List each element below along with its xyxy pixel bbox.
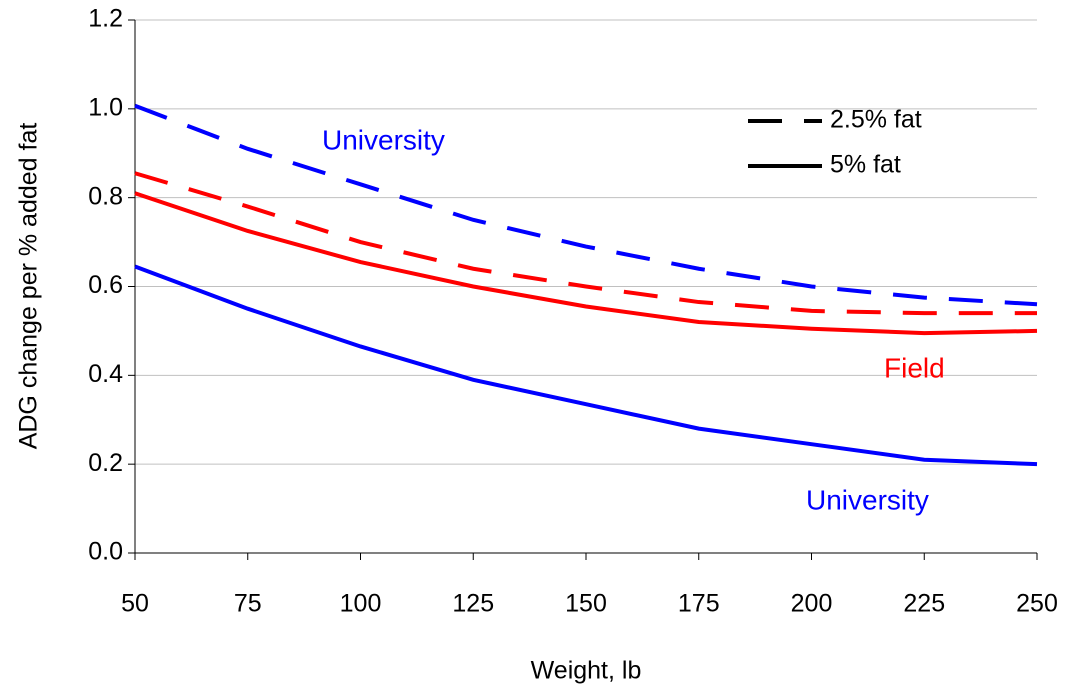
x-tick-label: 200 [791, 590, 833, 618]
y-tick-label: 0.2 [88, 449, 123, 477]
x-tick-label: 125 [452, 590, 494, 618]
x-tick-label: 100 [340, 590, 382, 618]
annotation: University [806, 484, 929, 515]
y-tick-label: 1.2 [88, 5, 123, 33]
y-tick-label: 0.6 [88, 271, 123, 299]
y-tick-label: 0.8 [88, 182, 123, 210]
series-line [134, 171, 1037, 316]
y-axis-label: ADG change per % added fat [15, 123, 43, 450]
series-line [134, 103, 1038, 307]
annotation: University [322, 124, 445, 155]
legend-label: 2.5% fat [830, 106, 922, 134]
y-tick-label: 1.0 [88, 93, 123, 121]
annotation: Field [884, 352, 945, 383]
series-line [134, 264, 1038, 467]
series-line [134, 191, 1038, 336]
x-tick-label: 225 [903, 590, 945, 618]
x-tick-label: 75 [234, 590, 262, 618]
x-axis-label: Weight, lb [531, 657, 642, 685]
x-tick-label: 250 [1016, 590, 1058, 618]
x-tick-label: 150 [565, 590, 607, 618]
x-tick-label: 50 [121, 590, 149, 618]
y-tick-label: 0.0 [88, 538, 123, 566]
y-tick-label: 0.4 [88, 360, 123, 388]
legend-label: 5% fat [830, 151, 901, 179]
x-tick-label: 175 [678, 590, 720, 618]
